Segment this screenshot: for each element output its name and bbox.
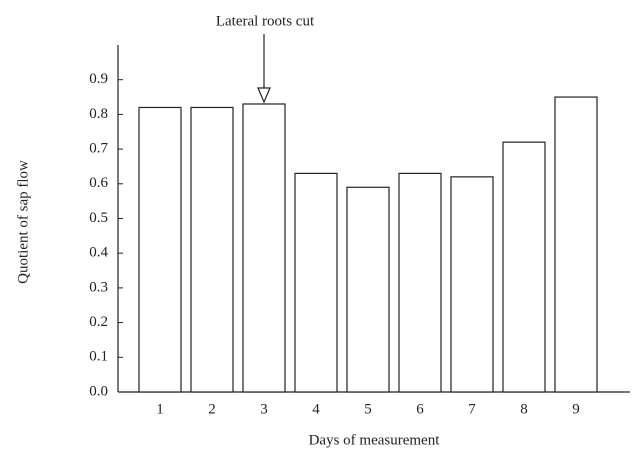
y-tick-label: 0.2 bbox=[89, 314, 108, 330]
bar bbox=[398, 172, 442, 393]
bar bbox=[190, 106, 234, 393]
bar bbox=[502, 141, 546, 393]
annotation: Lateral roots cut bbox=[216, 13, 315, 29]
bar bbox=[346, 186, 390, 393]
y-tick-label: 0.0 bbox=[89, 383, 108, 399]
bar bbox=[138, 106, 182, 393]
x-tick-label: 2 bbox=[208, 401, 216, 417]
y-tick-label: 0.4 bbox=[89, 245, 108, 261]
bar bbox=[242, 103, 286, 393]
x-tick-label: 5 bbox=[364, 401, 372, 417]
y-tick-label: 0.1 bbox=[89, 349, 108, 365]
x-tick-label: 8 bbox=[520, 401, 528, 417]
y-tick-label: 0.5 bbox=[89, 210, 108, 226]
y-tick-label: 0.7 bbox=[89, 141, 108, 157]
y-axis-label: Quotient of sap flow bbox=[15, 160, 31, 284]
y-tick-label: 0.6 bbox=[89, 175, 108, 191]
x-tick-label: 7 bbox=[468, 401, 476, 417]
x-tick-label: 9 bbox=[572, 401, 580, 417]
x-tick-label: 3 bbox=[260, 401, 268, 417]
bar bbox=[554, 96, 598, 393]
x-axis-label: Days of measurement bbox=[309, 432, 441, 448]
x-tick-label: 4 bbox=[312, 401, 320, 417]
bar bbox=[450, 176, 494, 393]
arrow-head bbox=[257, 87, 271, 104]
y-tick-label: 0.9 bbox=[89, 71, 108, 87]
y-tick-label: 0.3 bbox=[89, 279, 108, 295]
bar bbox=[294, 172, 338, 393]
x-tick-label: 1 bbox=[156, 401, 164, 417]
y-tick-label: 0.8 bbox=[89, 106, 108, 122]
x-tick-label: 6 bbox=[416, 401, 424, 417]
